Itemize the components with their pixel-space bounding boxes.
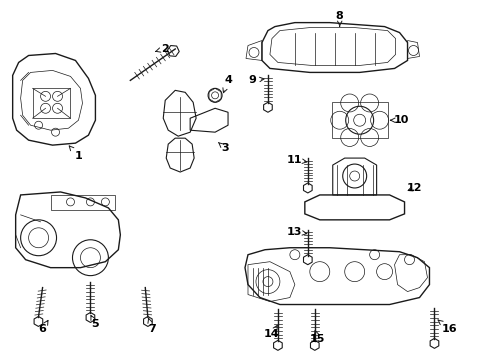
Text: 9: 9	[247, 75, 264, 85]
Text: 14: 14	[264, 325, 279, 339]
Text: 12: 12	[406, 183, 422, 193]
Text: 5: 5	[91, 315, 99, 329]
Text: 10: 10	[390, 115, 408, 125]
Text: 2: 2	[155, 44, 169, 54]
Text: 3: 3	[218, 143, 228, 153]
Text: 6: 6	[39, 320, 48, 334]
Text: 16: 16	[437, 320, 456, 334]
Text: 1: 1	[69, 146, 82, 161]
Text: 13: 13	[286, 227, 306, 237]
Text: 4: 4	[223, 75, 231, 93]
Text: 8: 8	[335, 11, 343, 26]
Text: 15: 15	[309, 330, 325, 345]
Text: 7: 7	[147, 319, 156, 334]
Text: 11: 11	[286, 155, 306, 165]
